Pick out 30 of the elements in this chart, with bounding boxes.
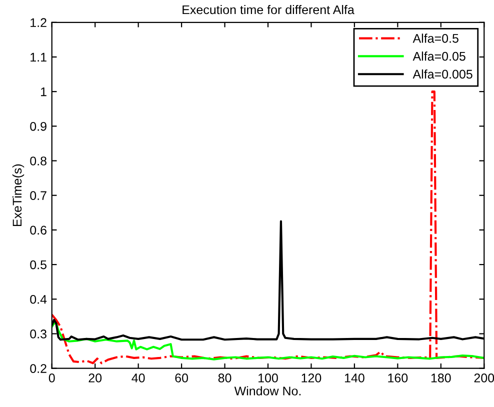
y-tick-label: 0.4 xyxy=(30,294,47,304)
x-tick-label: 80 xyxy=(218,374,232,382)
legend-label: Alfa=0.5 xyxy=(412,34,458,43)
line-series xyxy=(52,90,484,364)
y-tick-label: 0.6 xyxy=(30,226,46,235)
y-axis-title: ExeTime(s) xyxy=(12,164,24,226)
y-tick-label: 0.8 xyxy=(30,156,46,166)
y-tick-label: 0.3 xyxy=(30,330,46,338)
chart-title: Execution time for different Alfa xyxy=(182,4,354,14)
y-tick-label: 0.7 xyxy=(30,191,46,200)
x-tick-label: 180 xyxy=(431,374,451,382)
x-tick-label: 200 xyxy=(474,374,494,382)
x-tick-label: 40 xyxy=(132,374,145,382)
x-tick-label: 100 xyxy=(258,374,278,382)
x-tick-label: 0 xyxy=(48,374,55,382)
x-tick-label: 140 xyxy=(344,374,364,382)
legend-label: Alfa=0.05 xyxy=(412,52,466,61)
y-tick-label: 0.5 xyxy=(30,260,46,270)
line-series xyxy=(52,322,484,360)
y-tick-label: 1.2 xyxy=(30,18,46,27)
x-tick-label: 120 xyxy=(302,374,322,382)
legend-label: Alfa=0.005 xyxy=(412,69,472,79)
y-tick-label: 0.9 xyxy=(30,122,46,131)
y-tick-label: 1 xyxy=(41,88,46,96)
x-axis-title: Window No. xyxy=(234,386,301,396)
x-tick-label: 60 xyxy=(175,374,188,382)
x-tick-label: 160 xyxy=(388,374,408,382)
y-tick-label: 0.2 xyxy=(30,364,46,373)
y-tick-label: 1.1 xyxy=(30,52,46,62)
x-tick-label: 20 xyxy=(88,374,102,382)
